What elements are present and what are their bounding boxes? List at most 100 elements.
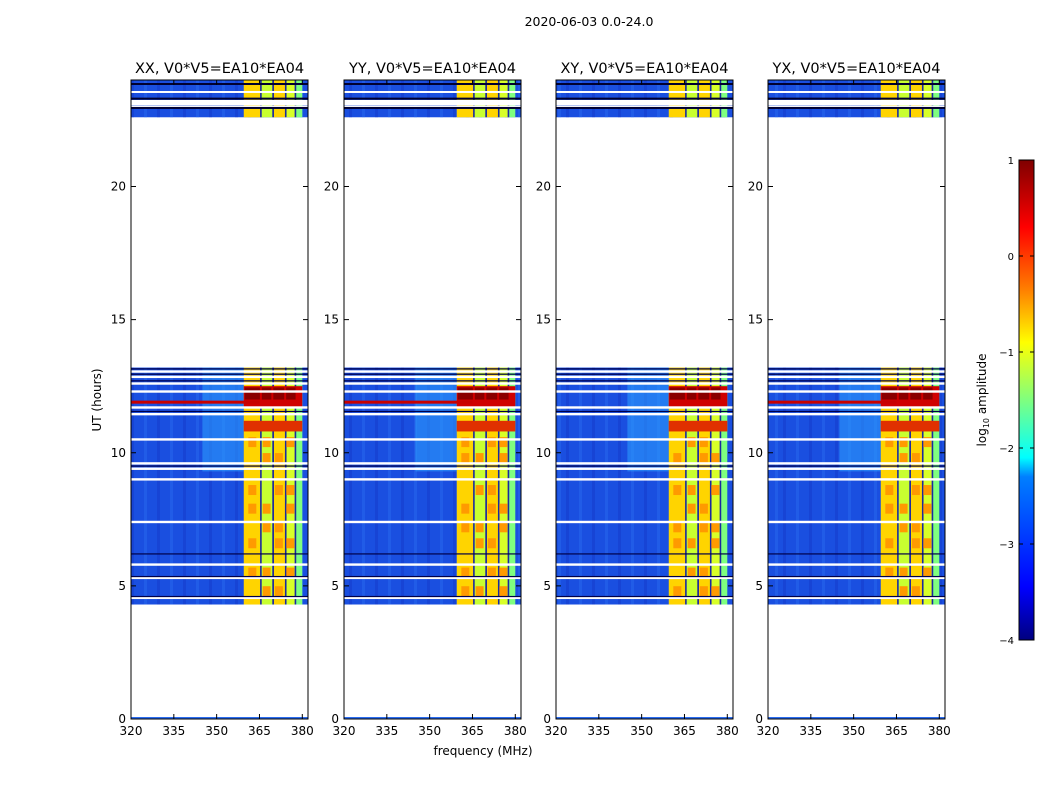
flagged-gap (768, 478, 945, 481)
rfi-hotspot (911, 538, 920, 549)
axes-frame (130, 79, 309, 720)
flagged-gap (344, 370, 521, 373)
noise-texture (809, 367, 812, 605)
flagged-gap (131, 563, 308, 566)
rfi-hotspot (711, 538, 720, 549)
elevated-region (839, 367, 881, 472)
flagged-gap (556, 412, 733, 416)
x-tick-label: 350 (630, 724, 653, 738)
rfi-saturated-patch (486, 387, 498, 400)
noise-texture (558, 367, 561, 605)
rfi-hotspot (923, 567, 932, 578)
flagged-gap (556, 462, 733, 465)
panel-3: YX, V0*V5=EA10*EA04 320 335 350 365 380 0 5 10 15… (748, 61, 951, 738)
y-tick-label: 20 (536, 180, 551, 194)
rfi-hotspot (699, 567, 708, 578)
flagged-gap (131, 478, 308, 481)
noise-texture (657, 367, 660, 605)
dark-line (131, 553, 308, 555)
band-separator (909, 367, 911, 605)
panel-2: XY, V0*V5=EA10*EA04 320 335 350 365 380 0 5 10 15… (536, 61, 739, 738)
flagged-gap (344, 467, 521, 470)
rfi-hotspot (274, 586, 283, 597)
dark-line (344, 595, 521, 598)
noise-texture (362, 367, 365, 605)
y-tick-label: 15 (324, 313, 339, 327)
panel-title: YY, V0*V5=EA10*EA04 (348, 61, 516, 77)
axes-frame (767, 79, 946, 720)
x-axis-label: frequency (MHz) (433, 744, 532, 758)
top-block-stripe (768, 97, 945, 100)
dark-line (768, 575, 945, 578)
y-tick-label: 0 (543, 712, 551, 726)
rfi-hotspot (673, 538, 682, 549)
rfi-hotspot (673, 522, 682, 533)
rfi-hotspot (699, 586, 708, 597)
colorbar-tick-label: −4 (999, 636, 1014, 647)
band-separator (685, 367, 687, 605)
rfi-hotspot (487, 437, 496, 448)
noise-texture (209, 367, 212, 605)
rfi-hotspot (262, 503, 271, 514)
flagged-gap (344, 563, 521, 566)
dark-line (556, 368, 733, 370)
elevated-region (627, 367, 669, 472)
rfi-hotspot (687, 503, 696, 514)
dark-line (556, 465, 733, 467)
rfi-hotspot (899, 586, 908, 597)
rfi-hotspot (248, 485, 257, 496)
y-tick-label: 15 (111, 313, 126, 327)
rfi-hotspot (687, 538, 696, 549)
panel-title: YX, V0*V5=EA10*EA04 (771, 61, 940, 77)
rfi-hotspot (923, 485, 932, 496)
noise-texture (183, 367, 186, 605)
x-tick-label: 320 (545, 724, 568, 738)
rfi-strong-band (668, 420, 728, 432)
dark-line (344, 368, 521, 370)
colorbar-tick-label: −2 (999, 444, 1014, 455)
top-block-stripe (344, 106, 521, 109)
rfi-strong-band (243, 420, 303, 432)
y-tick-label: 15 (748, 313, 763, 327)
rfi-hotspot (262, 453, 271, 464)
noise-texture (848, 367, 851, 605)
y-tick-label: 10 (324, 446, 339, 460)
rfi-hotspot (274, 522, 283, 533)
top-block-stripe (131, 90, 308, 93)
dark-line (768, 553, 945, 555)
rfi-band-column (498, 367, 509, 605)
colorbar-tick-label: 1 (1008, 156, 1014, 167)
rfi-hotspot (687, 485, 696, 496)
flagged-gap (344, 412, 521, 416)
noise-texture (566, 367, 569, 605)
flagged-gap (768, 412, 945, 416)
flagged-gap (556, 370, 733, 373)
noise-texture (644, 367, 647, 605)
rfi-strong-band (456, 420, 516, 432)
y-tick-label: 0 (331, 712, 339, 726)
red-streak (768, 400, 897, 404)
rfi-hotspot (475, 522, 484, 533)
dark-line (131, 595, 308, 598)
noise-texture (222, 367, 225, 605)
top-block-stripe (768, 90, 945, 93)
rfi-hotspot (262, 567, 271, 578)
y-tick-label: 20 (324, 180, 339, 194)
noise-texture (783, 367, 786, 605)
rfi-hotspot (461, 567, 470, 578)
dark-line (131, 465, 308, 467)
rfi-hotspot (711, 586, 720, 597)
dark-line (344, 410, 521, 413)
dark-line (768, 368, 945, 370)
flagged-gap (556, 520, 733, 524)
top-block-stripe (131, 106, 308, 109)
flagged-gap (768, 576, 945, 580)
flagged-gap (131, 412, 308, 416)
top-block-stripe (556, 105, 733, 108)
noise-texture (157, 367, 160, 605)
rfi-hotspot (711, 485, 720, 496)
baseline-data (131, 717, 308, 719)
rfi-hotspot (699, 503, 708, 514)
rfi-saturated-patch (686, 387, 697, 400)
